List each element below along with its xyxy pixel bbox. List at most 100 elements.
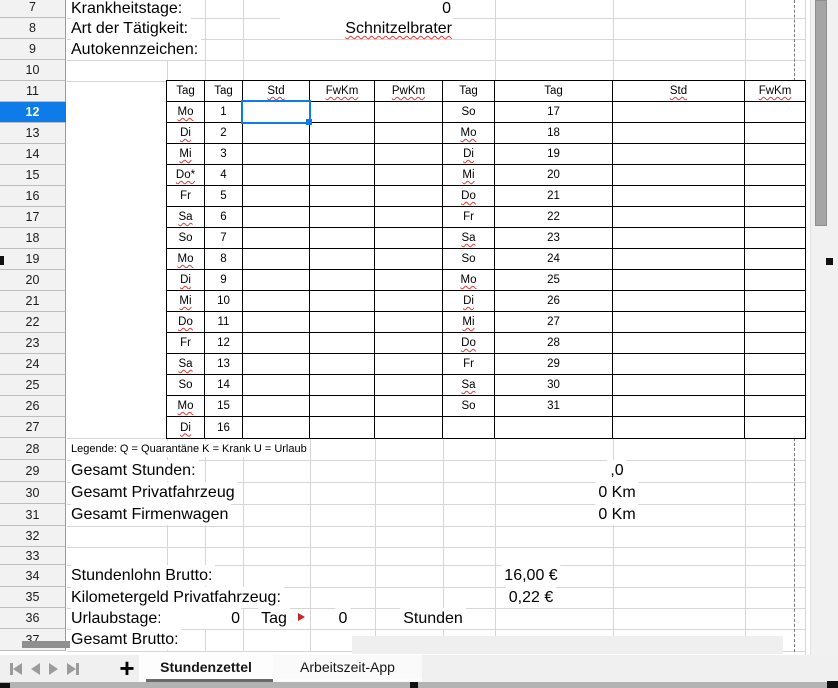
column-header-tag[interactable]: Tag (495, 81, 613, 102)
date-cell[interactable] (495, 417, 613, 438)
std-cell[interactable] (613, 249, 745, 270)
fwkm-cell[interactable] (745, 228, 805, 249)
fwkm-cell[interactable] (745, 396, 805, 417)
pwkm-cell[interactable] (375, 354, 443, 375)
cell-label-gesamt-privatfahrzeug[interactable]: Gesamt Privatfahrzeug (71, 482, 238, 503)
day-cell[interactable]: Mo (443, 270, 495, 291)
column-header-tag[interactable]: Tag (443, 81, 495, 102)
pwkm-cell[interactable] (375, 102, 443, 123)
pwkm-cell[interactable] (375, 249, 443, 270)
day-cell[interactable]: So (443, 396, 495, 417)
pwkm-cell[interactable] (375, 396, 443, 417)
fwkm-cell[interactable] (310, 165, 375, 186)
day-cell[interactable]: Fr (167, 186, 205, 207)
cell-label-urlaubstage[interactable]: Urlaubstage: (71, 608, 165, 629)
date-cell[interactable]: 21 (495, 186, 613, 207)
date-cell[interactable]: 12 (205, 333, 243, 354)
std-cell[interactable] (243, 354, 310, 375)
cell-value-gesamt-firmenwagen[interactable]: 0 Km (595, 504, 639, 525)
std-cell[interactable] (613, 291, 745, 312)
cell-label-taetigkeit[interactable]: Art der Tätigkeit: (71, 18, 192, 39)
pwkm-cell[interactable] (375, 312, 443, 333)
row-header-32[interactable]: 32 (0, 526, 66, 547)
std-cell[interactable] (243, 207, 310, 228)
day-cell[interactable]: Sa (167, 207, 205, 228)
fwkm-cell[interactable] (745, 186, 805, 207)
column-header-std[interactable]: Std (613, 81, 745, 102)
cell-legend[interactable]: Legende: Q = Quarantäne K = Krank U = Ur… (71, 441, 307, 457)
date-cell[interactable]: 27 (495, 312, 613, 333)
row-header-24[interactable]: 24 (0, 354, 66, 375)
row-header-8[interactable]: 8 (0, 18, 66, 39)
row-header-23[interactable]: 23 (0, 333, 66, 354)
fwkm-cell[interactable] (745, 354, 805, 375)
std-cell[interactable] (243, 291, 310, 312)
date-cell[interactable]: 10 (205, 291, 243, 312)
day-cell[interactable]: Do (443, 186, 495, 207)
first-sheet-button[interactable] (10, 662, 22, 676)
pwkm-cell[interactable] (375, 123, 443, 144)
pwkm-cell[interactable] (375, 165, 443, 186)
cell-value-urlaubstage-stunden[interactable]: 0 (335, 608, 351, 629)
date-cell[interactable]: 13 (205, 354, 243, 375)
std-cell[interactable] (243, 333, 310, 354)
row-header-14[interactable]: 14 (0, 144, 66, 165)
cell-label-gesamt-brutto[interactable]: Gesamt Brutto: (71, 629, 182, 650)
cell-label-autokennzeichen[interactable]: Autokennzeichen: (71, 39, 202, 60)
cell-value-gesamt-privatfahrzeug[interactable]: 0 Km (595, 482, 639, 503)
row-header-12[interactable]: 12 (0, 102, 66, 123)
day-cell[interactable]: So (443, 249, 495, 270)
column-header-fwkm[interactable]: FwKm (745, 81, 805, 102)
row-header-30[interactable]: 30 (0, 482, 66, 504)
column-header-pwkm[interactable]: PwKm (375, 81, 443, 102)
day-cell[interactable]: Mi (167, 144, 205, 165)
cell-label-stundenlohn[interactable]: Stundenlohn Brutto: (71, 565, 216, 586)
cell-value-gesamt-stunden[interactable]: ,0 (607, 460, 627, 481)
date-cell[interactable]: 5 (205, 186, 243, 207)
fwkm-cell[interactable] (310, 291, 375, 312)
std-cell[interactable] (613, 270, 745, 291)
day-cell[interactable]: Di (167, 270, 205, 291)
day-cell[interactable]: Mo (443, 123, 495, 144)
date-cell[interactable]: 24 (495, 249, 613, 270)
std-cell[interactable] (243, 312, 310, 333)
fwkm-cell[interactable] (745, 375, 805, 396)
std-cell[interactable] (613, 417, 745, 438)
fwkm-cell[interactable] (310, 375, 375, 396)
row-header-22[interactable]: 22 (0, 312, 66, 333)
std-cell[interactable] (243, 249, 310, 270)
std-cell[interactable] (243, 165, 310, 186)
fwkm-cell[interactable] (745, 417, 805, 438)
date-cell[interactable]: 17 (495, 102, 613, 123)
row-header-26[interactable]: 26 (0, 396, 66, 417)
pwkm-cell[interactable] (375, 186, 443, 207)
row-header-28[interactable]: 28 (0, 438, 66, 460)
date-cell[interactable]: 31 (495, 396, 613, 417)
row-header-35[interactable]: 35 (0, 587, 66, 608)
std-cell[interactable] (243, 270, 310, 291)
date-cell[interactable]: 8 (205, 249, 243, 270)
std-cell[interactable] (243, 144, 310, 165)
date-cell[interactable]: 7 (205, 228, 243, 249)
row-header-19[interactable]: 19 (0, 249, 66, 270)
row-header-16[interactable]: 16 (0, 186, 66, 207)
date-cell[interactable]: 14 (205, 375, 243, 396)
day-cell[interactable]: Sa (167, 354, 205, 375)
cell-label-gesamt-firmenwagen[interactable]: Gesamt Firmenwagen (71, 504, 232, 525)
window-resize-corner[interactable] (827, 681, 838, 688)
std-cell[interactable] (613, 165, 745, 186)
column-header-fwkm[interactable]: FwKm (310, 81, 375, 102)
std-cell[interactable] (243, 375, 310, 396)
day-cell[interactable]: Di (443, 291, 495, 312)
date-cell[interactable]: 30 (495, 375, 613, 396)
cell-value-taetigkeit[interactable]: Schnitzelbrater (280, 18, 453, 39)
fwkm-cell[interactable] (745, 207, 805, 228)
day-cell[interactable]: Di (443, 144, 495, 165)
row-header-29[interactable]: 29 (0, 460, 66, 482)
day-cell[interactable]: Mi (443, 312, 495, 333)
row-header-17[interactable]: 17 (0, 207, 66, 228)
fwkm-cell[interactable] (310, 396, 375, 417)
std-cell[interactable] (613, 207, 745, 228)
pwkm-cell[interactable] (375, 333, 443, 354)
row-header-34[interactable]: 34 (0, 565, 66, 587)
